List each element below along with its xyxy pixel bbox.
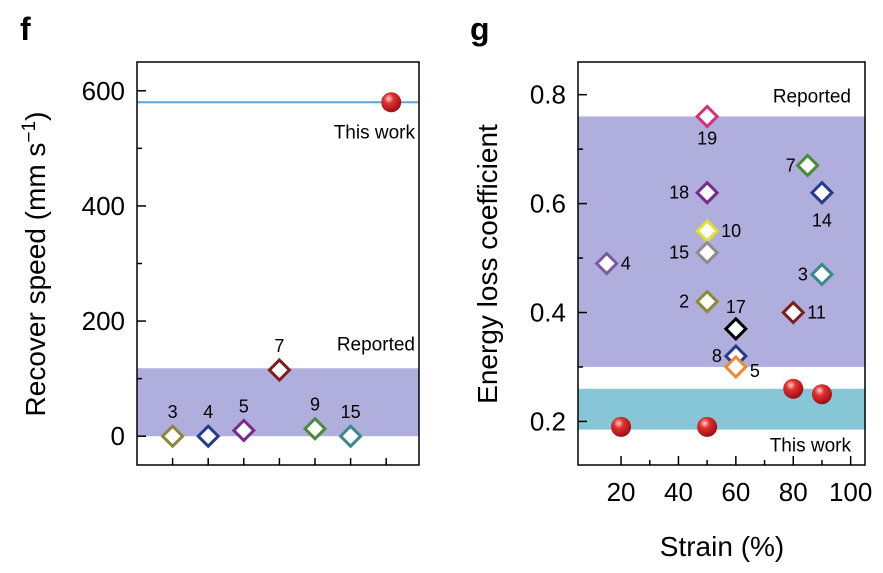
data-point-label: 7 [786, 155, 796, 175]
panel-g: g Reported This work 0.2 0.4 0.6 0.8 20 40 60 8… [470, 11, 872, 562]
data-point-reported [795, 153, 820, 178]
band-reported [578, 116, 865, 367]
data-point-this-work [783, 378, 804, 399]
panel-g-y-ticks: 0.2 0.4 0.6 0.8 [530, 80, 587, 436]
data-point-this-work [381, 92, 402, 113]
panel-f-reference-lines: This work [137, 101, 419, 143]
x-tick-label: 40 [664, 477, 693, 507]
data-point-reported [809, 262, 835, 287]
panel-f-points: 3 4 5 7 9 15 [160, 92, 402, 449]
data-point-label: 19 [697, 128, 717, 148]
data-point-label: 5 [239, 396, 249, 416]
x-tick-label: 80 [779, 477, 808, 507]
data-point-reported [338, 424, 363, 449]
data-point-reported [695, 104, 720, 129]
x-tick-label: 100 [829, 477, 872, 507]
panel-g-x-axis-title: Strain (%) [660, 531, 784, 562]
panel-g-x-ticks: 20 40 60 80 100 [607, 456, 872, 507]
data-point-this-work [811, 384, 832, 405]
band-label-this-work: This work [770, 436, 852, 457]
panel-g-points: 19 7 14 18 10 15 4 3 2 11 17 8 5 [594, 104, 835, 437]
y-tick-label: 0.8 [530, 80, 566, 110]
data-point-reported [723, 316, 748, 341]
band-label-reported: Reported [773, 86, 851, 107]
band-label-reported: Reported [337, 334, 415, 355]
data-point-label: 17 [726, 297, 746, 317]
data-point-label: 15 [669, 243, 689, 263]
panel-g-letter: g [470, 11, 490, 47]
data-point-reported [267, 357, 292, 383]
y-tick-label: 600 [82, 76, 125, 106]
y-tick-label: 0.6 [530, 189, 566, 219]
panel-g-y-axis-title: Energy loss coefficient [472, 124, 503, 404]
y-tick-label: 400 [82, 191, 125, 221]
data-point-reported [231, 418, 256, 443]
data-point-reported [781, 300, 806, 325]
data-point-reported [695, 289, 720, 314]
x-tick-label: 60 [721, 477, 750, 507]
data-point-reported [809, 180, 835, 205]
data-point-label: 18 [669, 183, 689, 203]
data-point-reported [196, 424, 221, 449]
data-point-label: 9 [310, 395, 320, 415]
data-point-label: 8 [712, 346, 722, 366]
data-point-label: 7 [274, 336, 284, 356]
data-point-reported [695, 240, 720, 265]
data-point-label: 3 [798, 264, 808, 284]
reference-label-this-work: This work [334, 122, 416, 143]
y-tick-label: 0.2 [530, 406, 566, 436]
x-tick-label: 20 [607, 477, 636, 507]
data-point-reported [695, 180, 720, 205]
data-point-label: 14 [812, 211, 832, 231]
data-point-reported [723, 354, 748, 380]
data-point-label: 3 [168, 402, 178, 422]
panel-f-letter: f [20, 11, 31, 47]
panel-f-y-ticks: 0 200 400 600 [82, 76, 146, 451]
y-tick-label: 200 [82, 306, 125, 336]
data-point-reported [594, 251, 619, 276]
data-point-label: 5 [750, 361, 760, 381]
panel-g-bands: Reported This work [578, 86, 865, 457]
panel-f-x-ticks [171, 458, 387, 465]
data-point-reported [302, 416, 328, 441]
data-point-reported [160, 424, 185, 449]
data-point-label: 11 [807, 303, 826, 323]
panel-f-y-axis-title: Recover speed (mm s−1) [19, 112, 51, 417]
data-point-label: 4 [203, 402, 213, 422]
panel-g-plot-frame [577, 61, 866, 466]
data-point-label: 10 [721, 221, 741, 241]
data-point-label: 15 [341, 402, 361, 422]
data-point-this-work [697, 416, 718, 437]
data-point-this-work [611, 416, 632, 437]
y-tick-label: 0 [111, 421, 125, 451]
data-point-label: 4 [621, 254, 631, 274]
y-tick-label: 0.4 [530, 298, 566, 328]
data-point-label: 2 [679, 292, 689, 312]
